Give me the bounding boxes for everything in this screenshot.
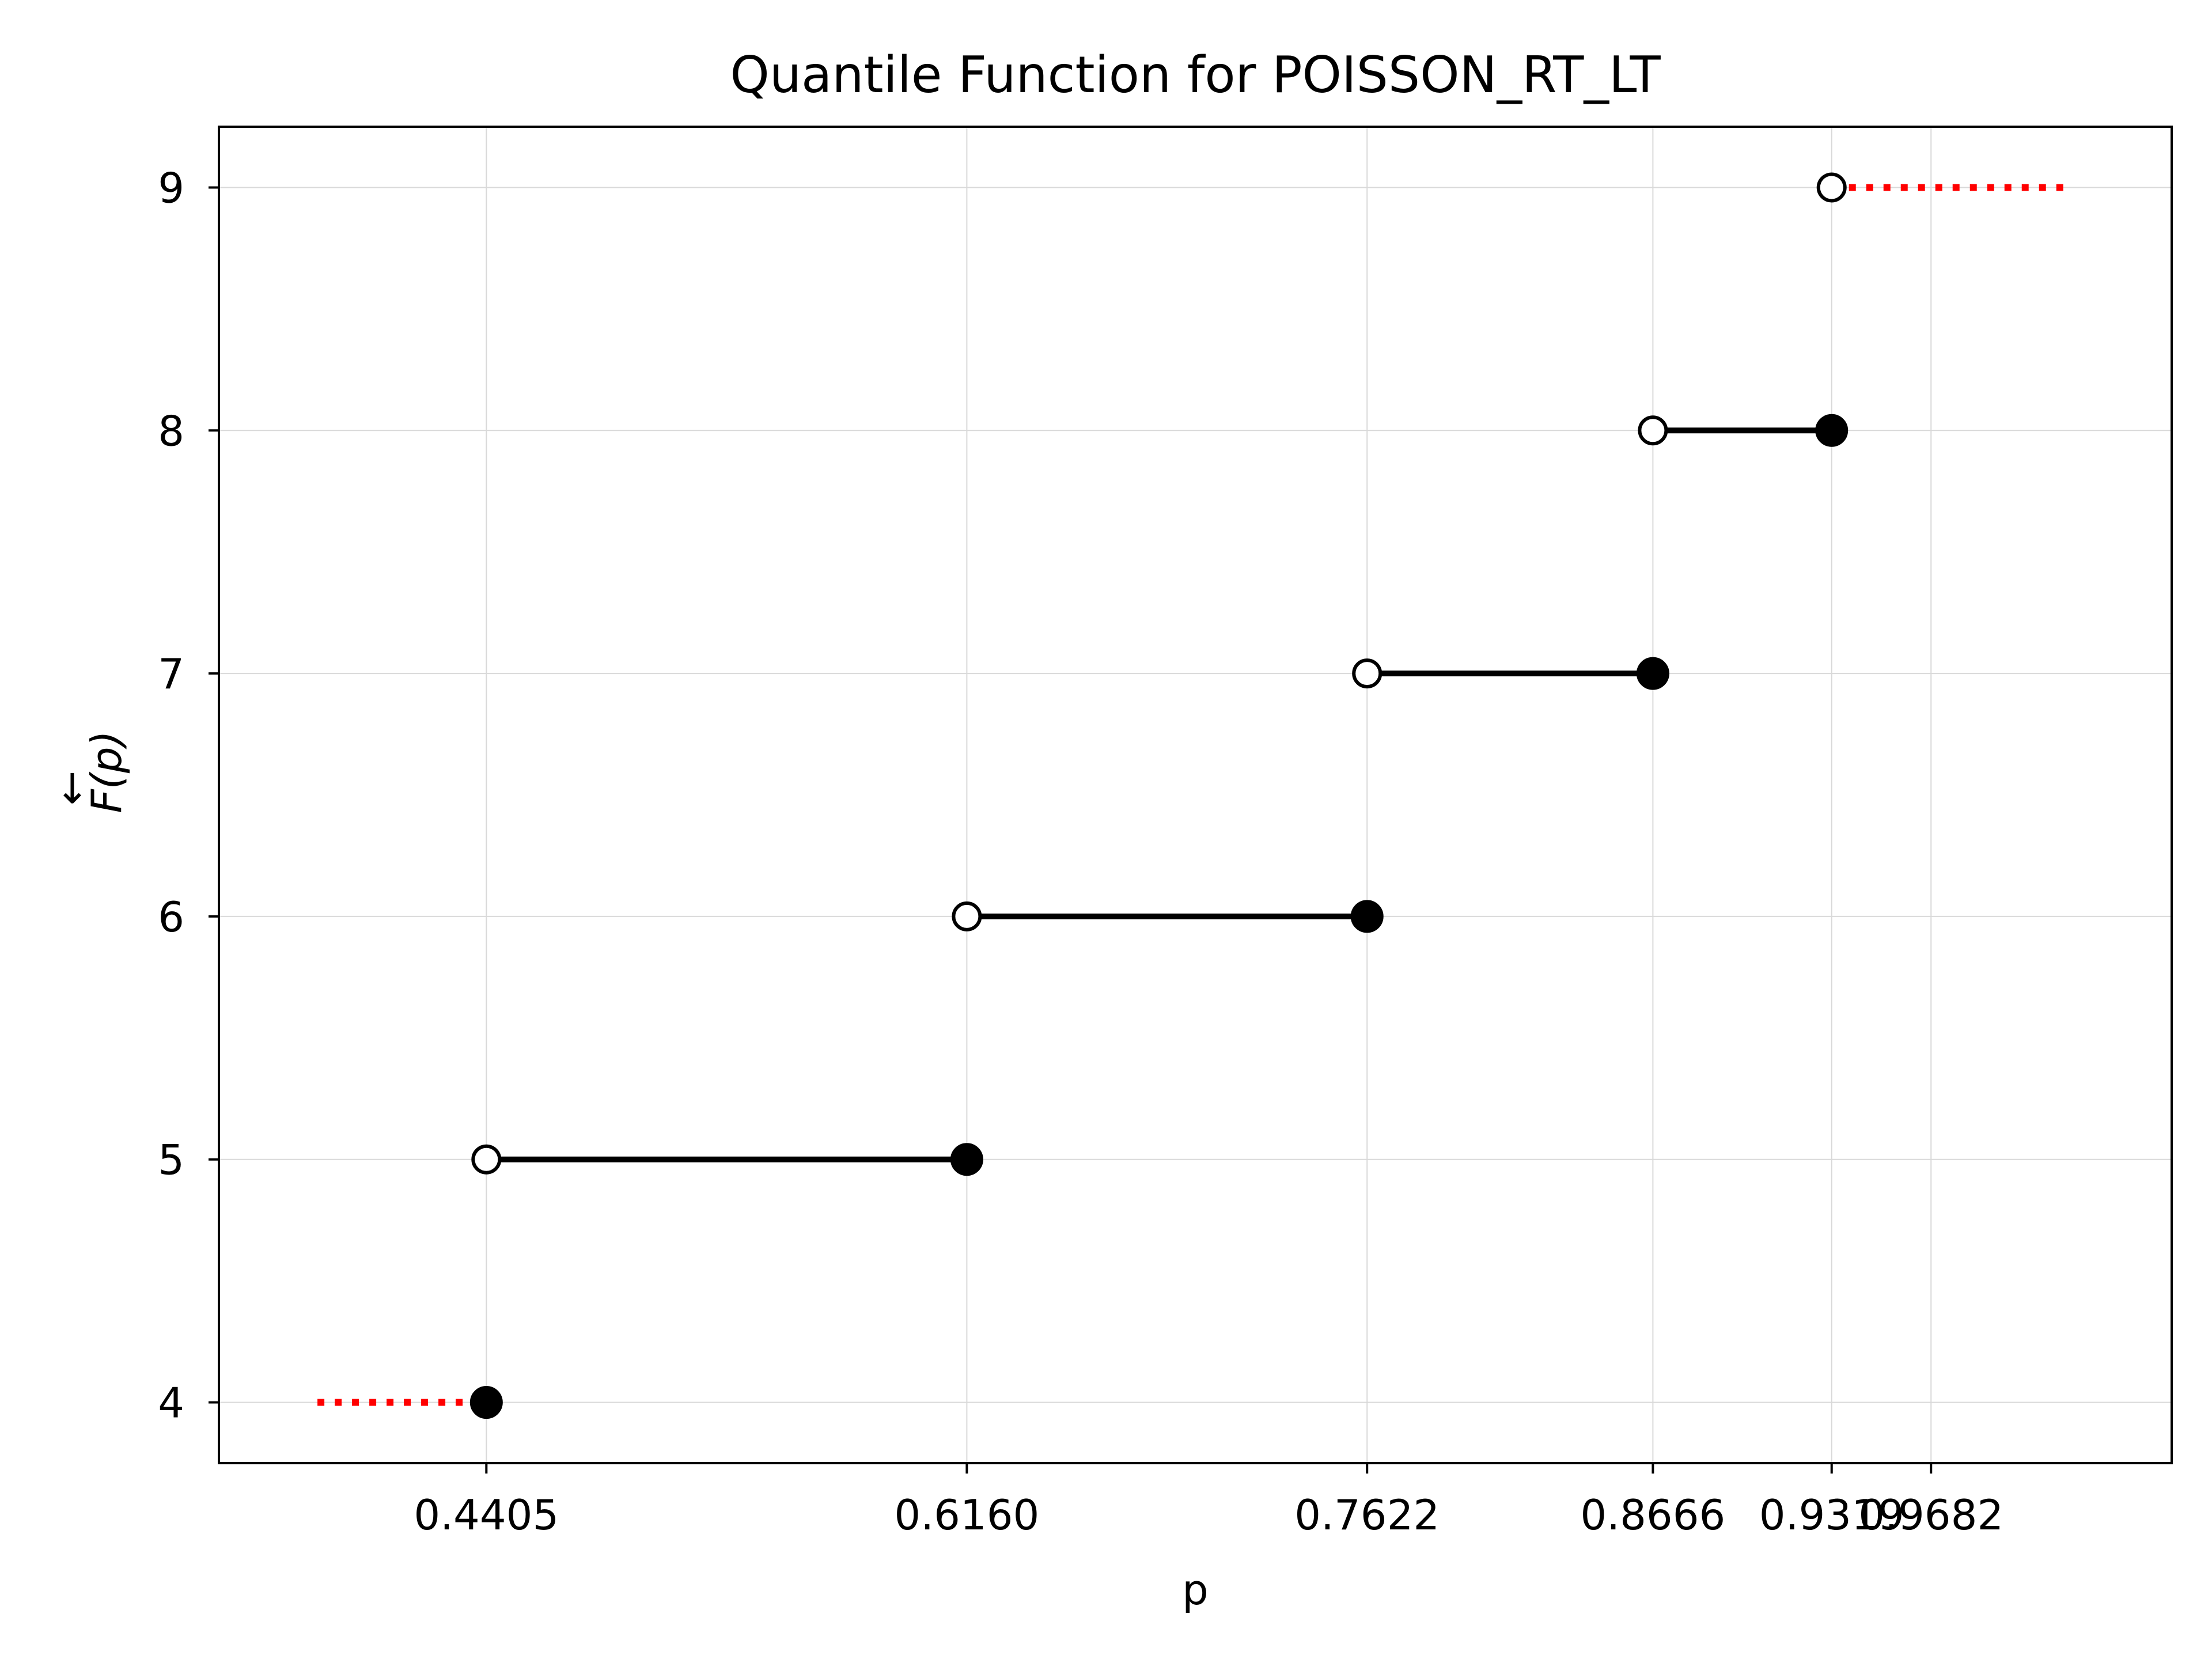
y-axis-label-text: F(p) bbox=[82, 730, 131, 813]
open-point-4 bbox=[1816, 172, 1847, 203]
plot-frame bbox=[218, 126, 2173, 1464]
y-axis-label-arrow: ← bbox=[47, 771, 95, 805]
y-tick-label-3: 7 bbox=[158, 650, 184, 698]
closed-point-2 bbox=[1350, 900, 1384, 933]
open-point-0 bbox=[471, 1144, 502, 1175]
y-tick-label-4: 8 bbox=[158, 407, 184, 455]
y-tick-label-2: 6 bbox=[158, 893, 184, 941]
closed-point-0 bbox=[469, 1386, 503, 1419]
y-tick-label-0: 4 bbox=[158, 1379, 184, 1427]
y-tick-label-1: 5 bbox=[158, 1136, 184, 1184]
open-point-1 bbox=[952, 901, 982, 931]
data-points bbox=[469, 172, 1849, 1419]
open-point-2 bbox=[1352, 658, 1382, 689]
y-axis-label: F(p) ← bbox=[47, 730, 131, 813]
x-tick-label-4: 0.9319 bbox=[1759, 1491, 1904, 1539]
x-tick-label-2: 0.7622 bbox=[1294, 1491, 1440, 1539]
closed-point-1 bbox=[950, 1143, 983, 1176]
tail-lines bbox=[317, 184, 2073, 1406]
step-lines bbox=[486, 427, 1832, 1162]
chart-title: Quantile Function for POISSON_RT_LT bbox=[730, 46, 1661, 104]
x-axis-label: p bbox=[1182, 1566, 1209, 1614]
closed-point-3 bbox=[1636, 657, 1669, 690]
closed-point-4 bbox=[1815, 414, 1849, 447]
x-tick-label-5: 0.9682 bbox=[1858, 1491, 2003, 1539]
x-tick-label-3: 0.8666 bbox=[1580, 1491, 1725, 1539]
x-tick-label-1: 0.6160 bbox=[894, 1491, 1039, 1539]
y-tick-label-5: 9 bbox=[158, 164, 184, 212]
x-tick-label-0: 0.4405 bbox=[414, 1491, 559, 1539]
open-point-3 bbox=[1638, 415, 1668, 446]
